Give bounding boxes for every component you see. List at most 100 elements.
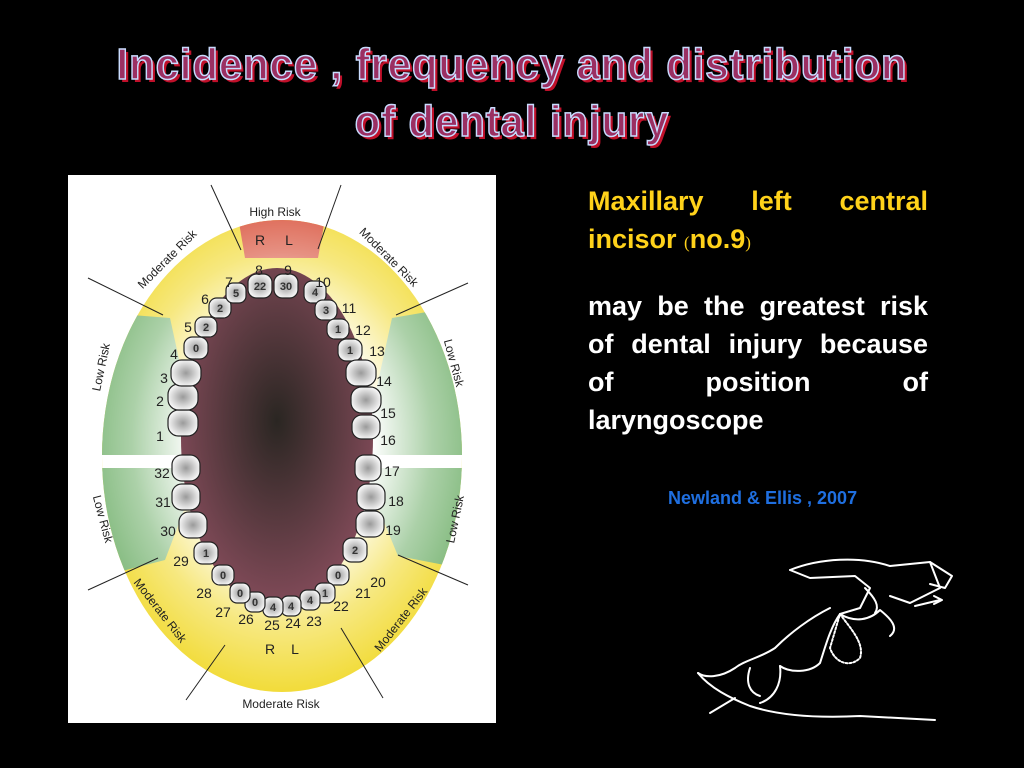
mouth-interior bbox=[181, 268, 373, 608]
tooth-13: 1 13 bbox=[337, 338, 385, 362]
tooth-injury-count: 2 bbox=[217, 303, 223, 315]
tooth-crown bbox=[167, 383, 199, 411]
citation: Newland & Ellis , 2007 bbox=[668, 488, 858, 508]
tooth-22: 1 22 bbox=[314, 582, 349, 614]
tooth-crown bbox=[225, 282, 247, 304]
tooth-21: 0 21 bbox=[326, 564, 371, 601]
tooth-crown bbox=[171, 454, 201, 482]
tooth-number-label: 29 bbox=[173, 553, 189, 569]
tooth-crown bbox=[183, 336, 209, 360]
tooth-injury-count: 5 bbox=[233, 288, 239, 300]
tooth-injury-count: 1 bbox=[203, 548, 209, 560]
tooth-number-label: 2 bbox=[156, 393, 164, 409]
heading-paren-open: ( bbox=[684, 233, 690, 252]
tooth-number-label: 31 bbox=[155, 494, 171, 510]
tooth-number-label: 20 bbox=[370, 574, 386, 590]
tooth-14: 14 bbox=[345, 359, 392, 389]
tooth-crown bbox=[303, 280, 327, 304]
tooth-number-label: 19 bbox=[385, 522, 401, 538]
tooth-injury-count: 0 bbox=[220, 570, 226, 582]
tooth-30: 30 bbox=[160, 511, 208, 539]
tooth-crown bbox=[247, 273, 273, 299]
zone-dividers bbox=[87, 184, 469, 701]
tooth-crown bbox=[351, 414, 381, 440]
moderate-risk-label-bottom: Moderate Risk bbox=[242, 697, 320, 711]
tooth-crown bbox=[350, 386, 382, 414]
tooth-injury-count: 4 bbox=[288, 601, 295, 613]
tooth-20: 2 20 bbox=[342, 537, 386, 590]
tooth-17: 17 bbox=[354, 454, 400, 482]
tooth-crown bbox=[229, 582, 251, 604]
tooth-injury-count: 4 bbox=[270, 602, 277, 614]
tooth-16: 16 bbox=[351, 414, 396, 448]
tooth-injury-count: 0 bbox=[237, 588, 243, 600]
tooth-24: 424 bbox=[280, 595, 302, 631]
tooth-injury-count: 2 bbox=[352, 545, 358, 557]
low-risk-label-upper-left: Low Risk bbox=[89, 341, 113, 393]
heading-main: Maxillary left central incisor bbox=[588, 186, 928, 254]
tooth-injury-count: 22 bbox=[254, 281, 266, 293]
tooth-crown bbox=[354, 454, 382, 482]
tooth-6: 26 bbox=[201, 291, 232, 319]
tooth-crown bbox=[208, 297, 232, 319]
tooth-18: 18 bbox=[356, 483, 404, 511]
tooth-crown bbox=[273, 273, 299, 299]
slide-title-line-1: Incidence , frequency and distribution bbox=[116, 39, 908, 90]
tooth-12: 1 12 bbox=[326, 318, 371, 340]
tooth-number-label: 27 bbox=[215, 604, 231, 620]
tooth-number-label: 24 bbox=[285, 615, 301, 631]
tooth-5: 25 bbox=[184, 316, 218, 338]
tooth-28: 0 28 bbox=[196, 564, 235, 601]
tooth-injury-count: 1 bbox=[322, 588, 328, 600]
tooth-injury-count: 2 bbox=[203, 322, 209, 334]
tooth-31: 31 bbox=[155, 483, 201, 511]
heading-paren-close: ) bbox=[745, 233, 751, 252]
tooth-number-label: 10 bbox=[315, 274, 331, 290]
tooth-number-label: 14 bbox=[376, 373, 392, 389]
tooth-11: 3 11 bbox=[314, 299, 357, 321]
tooth-injury-count: 30 bbox=[280, 281, 292, 293]
tooth-19: 19 bbox=[355, 510, 401, 538]
tooth-crown bbox=[193, 541, 219, 565]
tooth-25: 425 bbox=[262, 596, 284, 633]
tooth-number-label: 28 bbox=[196, 585, 212, 601]
tooth-number-label: 8 bbox=[255, 262, 263, 278]
tooth-number-label: 1 bbox=[156, 428, 164, 444]
left-side-label-bottom: L bbox=[291, 641, 299, 657]
tooth-number-label: 9 bbox=[284, 262, 292, 278]
tooth-9: 309 bbox=[273, 262, 299, 299]
tooth-number-label: 3 bbox=[160, 370, 168, 386]
left-side-label-top: L bbox=[285, 232, 293, 248]
tooth-injury-count: 0 bbox=[335, 570, 341, 582]
tooth-10: 410 bbox=[303, 274, 331, 304]
tooth-crown bbox=[178, 511, 208, 539]
tooth-number-label: 21 bbox=[355, 585, 371, 601]
tooth-29: 1 29 bbox=[173, 541, 219, 569]
tooth-crown bbox=[326, 318, 350, 340]
tooth-number-label: 11 bbox=[342, 300, 357, 316]
tooth-number-label: 16 bbox=[380, 432, 396, 448]
tooth-number-label: 32 bbox=[154, 465, 170, 481]
tooth-injury-count: 0 bbox=[252, 597, 258, 609]
tooth-number-label: 22 bbox=[333, 598, 349, 614]
tooth-crown bbox=[337, 338, 363, 362]
tooth-crown bbox=[345, 359, 377, 387]
tooth-injury-count: 4 bbox=[307, 595, 314, 607]
tooth-crown bbox=[194, 316, 218, 338]
tooth-injury-count: 3 bbox=[323, 305, 329, 317]
tooth-number-label: 23 bbox=[306, 613, 322, 629]
tooth-32: 32 bbox=[154, 454, 201, 482]
highlight-heading: Maxillary left central incisor (no.9) bbox=[588, 182, 928, 262]
tooth-injury-count: 1 bbox=[347, 345, 353, 357]
laryngoscope-illustration bbox=[697, 558, 953, 721]
tooth-injury-count: 1 bbox=[335, 324, 341, 336]
right-side-label-top: R bbox=[255, 232, 265, 248]
tooth-8: 228 bbox=[247, 262, 273, 299]
body-text: may be the greatest risk of dental injur… bbox=[588, 291, 928, 435]
tooth-number-label: 13 bbox=[369, 343, 385, 359]
tooth-number-label: 26 bbox=[238, 611, 254, 627]
tooth-crown bbox=[211, 564, 235, 586]
